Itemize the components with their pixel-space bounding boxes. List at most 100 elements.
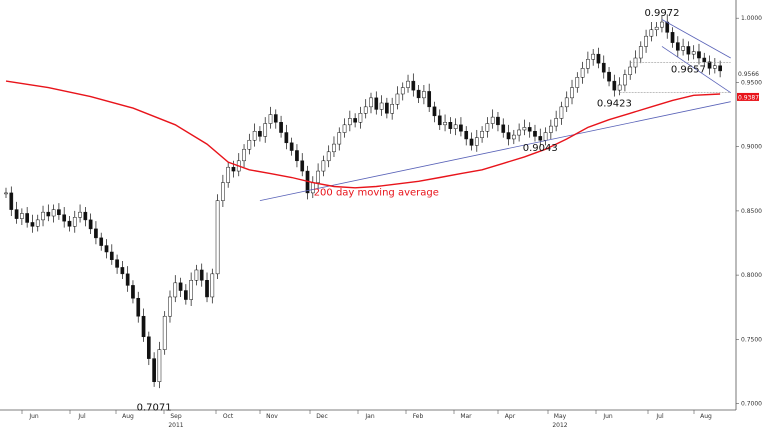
candle-body bbox=[522, 127, 527, 131]
candle-body bbox=[72, 217, 77, 227]
candle-body bbox=[406, 80, 410, 88]
x-tick-label: Nov bbox=[266, 413, 278, 420]
candle-body bbox=[660, 21, 664, 28]
candle-body bbox=[78, 211, 82, 218]
candle-body bbox=[284, 132, 289, 144]
price-annotation: 0.7071 bbox=[137, 402, 172, 413]
candle-body bbox=[707, 61, 712, 69]
candle-body bbox=[649, 29, 654, 37]
plot-area bbox=[4, 14, 731, 389]
candle-body bbox=[390, 104, 394, 114]
candle-body bbox=[369, 97, 373, 108]
candle-body bbox=[533, 130, 537, 137]
candle-body bbox=[691, 51, 696, 55]
candle-body bbox=[638, 46, 643, 59]
candle-body bbox=[686, 46, 691, 55]
candle-body bbox=[559, 106, 564, 119]
candle-body bbox=[718, 65, 722, 72]
candle-body bbox=[496, 116, 500, 126]
x-tick-label: Feb bbox=[413, 413, 424, 420]
candle-body bbox=[353, 118, 357, 123]
moving-average-line bbox=[5, 80, 721, 189]
candle-body bbox=[448, 122, 453, 129]
candle-body bbox=[358, 113, 363, 123]
candle-body bbox=[279, 122, 283, 133]
candle-body bbox=[580, 68, 585, 78]
candle-body bbox=[490, 116, 495, 124]
candle-body bbox=[141, 315, 146, 338]
candle-body bbox=[295, 150, 299, 162]
candle-body bbox=[506, 132, 511, 140]
candle-body bbox=[469, 138, 474, 146]
price-annotation: 0.9423 bbox=[597, 98, 632, 109]
y-tick-label: 0.8000 bbox=[741, 272, 762, 279]
candle-body bbox=[194, 269, 199, 281]
candle-body bbox=[385, 102, 389, 114]
candle-body bbox=[210, 273, 215, 298]
candle-body bbox=[115, 259, 119, 268]
candle-body bbox=[247, 139, 252, 150]
candle-body bbox=[549, 125, 553, 133]
candle-body bbox=[189, 280, 193, 300]
candle-body bbox=[263, 123, 268, 137]
candle-body bbox=[258, 130, 262, 137]
candle-body bbox=[591, 53, 596, 60]
trendline bbox=[259, 101, 731, 202]
candle-body bbox=[152, 358, 156, 382]
candle-body bbox=[363, 106, 368, 114]
candle-body bbox=[221, 182, 225, 201]
candle-body bbox=[665, 21, 670, 33]
candle-body bbox=[485, 123, 490, 132]
candle-body bbox=[702, 57, 707, 63]
candle-body bbox=[242, 148, 246, 162]
year-label: 2011 bbox=[168, 422, 183, 429]
candle-body bbox=[104, 245, 109, 253]
candle-body bbox=[9, 192, 14, 210]
price-label: 0.9387 bbox=[738, 94, 759, 101]
y-tick-label: 0.9000 bbox=[741, 144, 762, 151]
y-tick-label: 0.9500 bbox=[741, 79, 762, 86]
candle-body bbox=[136, 297, 141, 317]
candle-body bbox=[681, 46, 685, 51]
x-tick-label: Jun bbox=[28, 413, 39, 420]
candle-body bbox=[4, 192, 8, 195]
candle-body bbox=[184, 290, 188, 300]
candle-body bbox=[83, 211, 88, 221]
x-tick-label: Apr bbox=[505, 413, 516, 420]
y-tick-label: 0.7500 bbox=[741, 336, 762, 343]
y-tick-label: 1.0000 bbox=[741, 15, 762, 22]
candle-body bbox=[543, 132, 548, 141]
candle-body bbox=[570, 87, 574, 99]
candle-body bbox=[30, 222, 35, 227]
candle-body bbox=[623, 74, 627, 86]
candle-body bbox=[131, 285, 135, 299]
candle-body bbox=[612, 80, 617, 91]
candle-body bbox=[538, 136, 543, 141]
y-axis: 1.0000 0.9500 0.9000 0.8500 0.8000 0.7500 0.70… bbox=[736, 15, 762, 408]
candle-body bbox=[326, 151, 331, 162]
candle-body bbox=[675, 42, 680, 51]
candle-body bbox=[628, 66, 633, 75]
candle-body bbox=[226, 166, 231, 183]
candle-body bbox=[374, 97, 379, 110]
candle-body bbox=[62, 214, 67, 222]
candle-body bbox=[94, 228, 98, 239]
candle-body bbox=[443, 122, 447, 126]
candle-body bbox=[321, 160, 326, 172]
y-tick-label: 0.8500 bbox=[741, 208, 762, 215]
candle-body bbox=[422, 91, 426, 99]
x-tick-label: May bbox=[554, 413, 567, 420]
candle-body bbox=[342, 124, 347, 133]
candle-body bbox=[162, 315, 167, 350]
candle-body bbox=[400, 87, 405, 95]
candle-body bbox=[146, 336, 151, 359]
candle-body bbox=[273, 114, 278, 123]
price-label: 0.9566 bbox=[738, 71, 759, 78]
candle-body bbox=[348, 118, 352, 126]
y-tick-label: 0.7000 bbox=[741, 401, 762, 408]
moving-average-label: 200 day moving average bbox=[314, 187, 439, 198]
candle-body bbox=[464, 130, 469, 140]
x-tick-label: Jun bbox=[602, 413, 613, 420]
candle-body bbox=[670, 32, 675, 43]
